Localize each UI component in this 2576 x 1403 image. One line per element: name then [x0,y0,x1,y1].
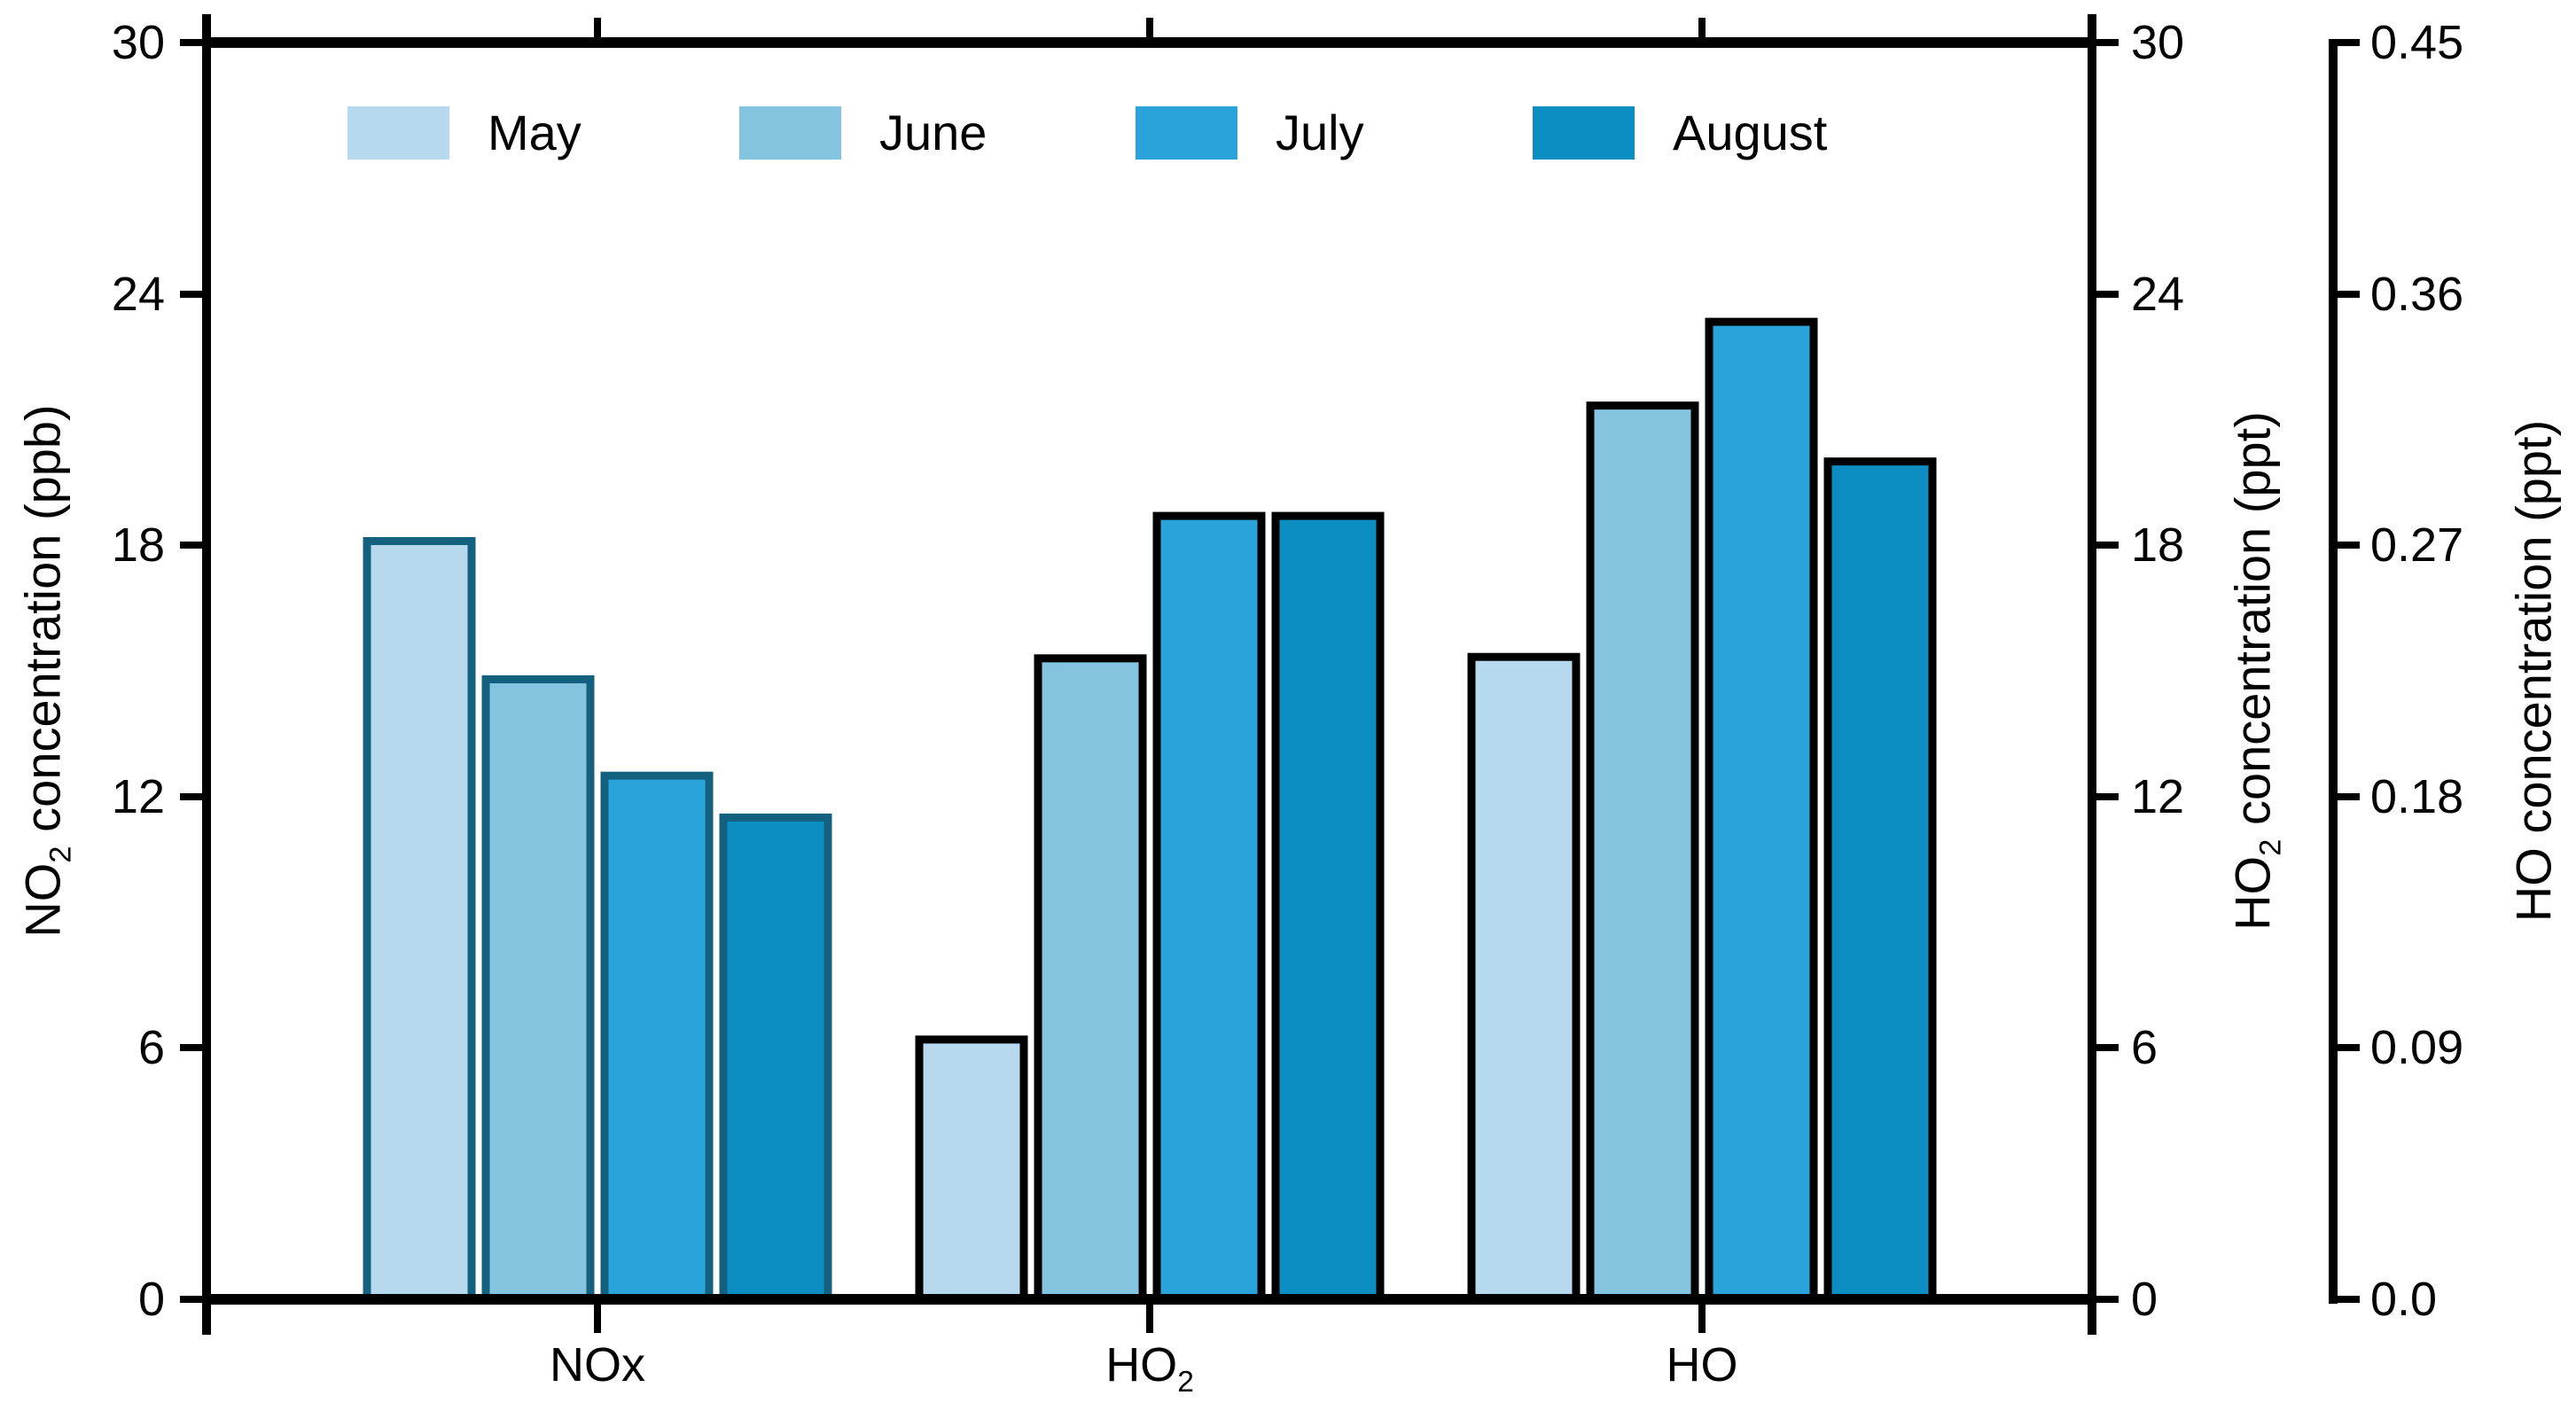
left-axis-tick-label-5: 0 [137,1273,165,1326]
bar-august-ho [1823,457,1937,1304]
right-inner-axis-tick-label-5: 0 [2131,1273,2158,1326]
category-label-ho2: HO2 [972,1334,1327,1399]
bar-august-ho2 [1271,511,1385,1304]
left-axis-title-units: concentration (ppb) [14,404,71,846]
bar-may-ho2 [915,1035,1028,1304]
right-inner-axis-title: HO2 concentration (ppt) [2223,411,2288,931]
right-outer-axis-title-units: concentration (ppt) [2505,419,2562,848]
right-inner-axis-tick-label-1: 24 [2131,268,2185,321]
left-axis-tick-label-0: 30 [111,16,165,69]
bar-july-ho [1705,317,1818,1304]
right-outer-axis-tick-label-1: 0.36 [2370,268,2464,321]
legend-swatch-august [1533,106,1635,160]
right-inner-axis-title-text: HO [2224,855,2281,931]
bar-june-ho2 [1034,654,1147,1304]
right-outer-axis-tick-label-0: 0.45 [2370,16,2464,69]
legend-swatch-july [1136,106,1237,160]
right-outer-axis-title-text: HO [2505,847,2562,923]
right-outer-axis-title: HO concentration (ppt) [2504,420,2569,922]
left-axis-title-text: NO [14,862,71,938]
bar-june-nox [481,675,595,1304]
right-inner-axis-tick-label-0: 30 [2131,16,2185,69]
right-inner-axis-tick-label-3: 12 [2131,770,2185,823]
legend-swatch-june [739,106,841,160]
left-axis-title: NO2 concentration (ppb) [13,404,78,937]
right-inner-axis-tick-label-2: 18 [2131,518,2185,572]
legend-label-august: August [1673,105,1828,160]
bar-may-nox [363,537,476,1304]
bar-may-ho [1467,652,1581,1304]
left-axis-tick-label-2: 18 [111,518,165,572]
category-label-ho: HO [1525,1334,1879,1396]
left-axis-tick-label-1: 24 [111,268,165,321]
category-label-text: HO [1105,1338,1178,1391]
right-outer-axis-tick-label-3: 0.18 [2370,770,2464,823]
category-label-text: HO [1666,1338,1738,1391]
right-outer-axis-tick-label-2: 0.27 [2370,518,2464,572]
left-axis-tick-label-4: 6 [137,1021,165,1074]
legend-label-may: May [488,105,582,160]
right-outer-axis-tick-label-4: 0.09 [2370,1021,2464,1074]
right-inner-axis-title-subscript: 2 [2253,838,2288,856]
left-axis-tick-label-3: 12 [111,770,165,823]
legend-swatch-may [347,106,449,160]
category-label-text: NOx [550,1338,645,1391]
right-inner-axis-tick-label-4: 6 [2131,1021,2158,1074]
bar-august-nox [719,813,832,1304]
bar-june-ho [1586,401,1699,1304]
left-axis-title-subscript: 2 [43,846,78,863]
legend-label-june: June [879,105,987,160]
bar-july-nox [600,771,714,1304]
category-label-nox: NOx [420,1334,775,1396]
bar-july-ho2 [1152,511,1266,1304]
right-outer-axis-tick-label-5: 0.0 [2370,1273,2438,1326]
right-inner-axis-title-units: concentration (ppt) [2224,411,2281,839]
category-label-subscript: 2 [1177,1365,1194,1399]
legend-label-july: July [1276,105,1364,160]
